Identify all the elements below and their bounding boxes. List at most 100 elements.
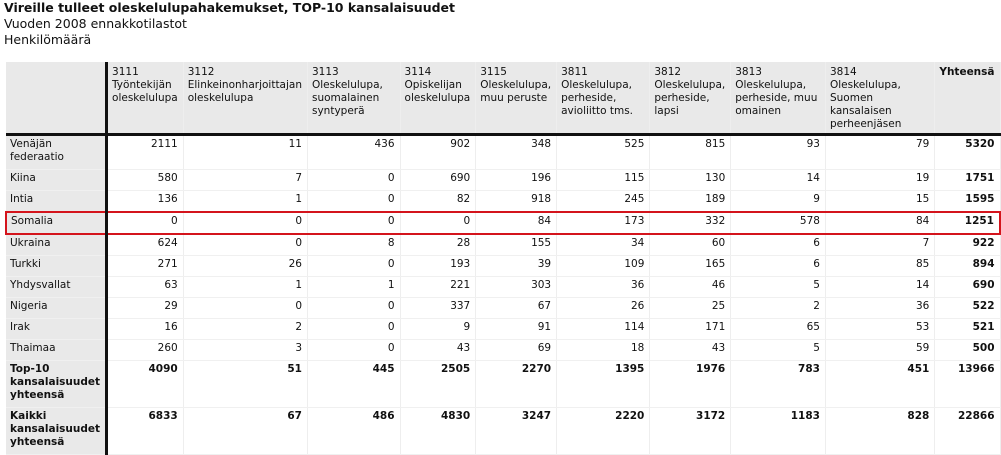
- value-cell: 28: [400, 234, 477, 256]
- corner-cell: [6, 62, 109, 136]
- value-cell: 6833: [106, 407, 184, 455]
- value-cell: 337: [400, 297, 477, 319]
- row-total-cell: 5320: [934, 134, 1001, 170]
- value-cell: 115: [556, 169, 651, 191]
- table-row: Venäjän federaatio 2111 11 436 902 348 525 815 9…: [6, 134, 1001, 170]
- value-cell: 525: [556, 134, 651, 170]
- value-cell: 0: [307, 255, 401, 277]
- column-header: 3811 Oleskelulupa, perheside, avioliitto…: [556, 62, 651, 136]
- row-total-cell: 894: [934, 255, 1001, 277]
- row-total-cell: 521: [934, 318, 1001, 340]
- value-cell: 9: [400, 318, 477, 340]
- row-label: Yhdysvallat: [6, 276, 109, 298]
- row-total-cell: 1595: [934, 190, 1001, 213]
- value-cell: 51: [183, 360, 309, 408]
- value-cell: 245: [556, 190, 651, 213]
- value-cell: 1: [307, 276, 401, 298]
- table-row: Intia 136 1 0 82 918 245 189 9 15 1595: [6, 190, 1001, 213]
- row-total-cell: 922: [934, 234, 1001, 256]
- value-cell: 332: [649, 211, 732, 235]
- value-cell: 348: [475, 134, 558, 170]
- value-cell: 2270: [475, 360, 558, 408]
- row-total-cell: 500: [934, 339, 1001, 361]
- value-cell: 0: [106, 211, 184, 235]
- row-total-cell: 690: [934, 276, 1001, 298]
- value-cell: 36: [556, 276, 651, 298]
- value-cell: 0: [183, 211, 309, 235]
- value-cell: 15: [825, 190, 936, 213]
- value-cell: 690: [400, 169, 477, 191]
- value-cell: 0: [183, 297, 309, 319]
- value-cell: 7: [183, 169, 309, 191]
- value-cell: 84: [475, 211, 558, 235]
- column-header: Yhteensä: [934, 62, 1001, 136]
- row-label: Turkki: [6, 255, 109, 277]
- row-total-cell: 1251: [934, 211, 1001, 235]
- value-cell: 59: [825, 339, 936, 361]
- row-total-cell: 1751: [934, 169, 1001, 191]
- table-row: Nigeria 29 0 0 337 67 26 25 2 36 522: [6, 297, 1001, 319]
- total-row: Kaikki kansalaisuudet yhteensä 6833 67 486 4…: [6, 407, 1001, 455]
- value-cell: 6: [730, 234, 826, 256]
- value-cell: 902: [400, 134, 477, 170]
- value-cell: 260: [106, 339, 184, 361]
- column-header: 3115 Oleskelulupa, muu peruste: [475, 62, 558, 136]
- value-cell: 2220: [556, 407, 651, 455]
- table-row: Ukraina 624 0 8 28 155 34 60 6 7 922: [6, 234, 1001, 256]
- value-cell: 918: [475, 190, 558, 213]
- value-cell: 171: [649, 318, 732, 340]
- value-cell: 114: [556, 318, 651, 340]
- value-cell: 0: [307, 318, 401, 340]
- value-cell: 19: [825, 169, 936, 191]
- value-cell: 109: [556, 255, 651, 277]
- row-label: Somalia: [5, 211, 109, 235]
- value-cell: 67: [183, 407, 309, 455]
- table-body: Venäjän federaatio 2111 11 436 902 348 525 815 9…: [5, 134, 1001, 455]
- table-row-highlighted: Somalia 0 0 0 0 84 173 332 578 84 1251: [5, 211, 1001, 235]
- value-cell: 91: [475, 318, 558, 340]
- value-cell: 2: [183, 318, 309, 340]
- value-cell: 5: [730, 276, 826, 298]
- value-cell: 815: [649, 134, 732, 170]
- value-cell: 828: [825, 407, 936, 455]
- value-cell: 85: [825, 255, 936, 277]
- value-cell: 221: [400, 276, 477, 298]
- value-cell: 578: [730, 211, 826, 235]
- value-cell: 26: [556, 297, 651, 319]
- row-label: Venäjän federaatio: [6, 134, 109, 170]
- total-row: Top-10 kansalaisuudet yhteensä 4090 51 445 2…: [6, 360, 1001, 408]
- value-cell: 173: [556, 211, 651, 235]
- value-cell: 69: [475, 339, 558, 361]
- value-cell: 783: [730, 360, 826, 408]
- value-cell: 189: [649, 190, 732, 213]
- value-cell: 136: [106, 190, 184, 213]
- row-total-cell: 22866: [934, 407, 1001, 455]
- column-header: 3114 Opiskelijan oleskelulupa: [400, 62, 477, 136]
- value-cell: 624: [106, 234, 184, 256]
- value-cell: 451: [825, 360, 936, 408]
- column-header: 3113 Oleskelulupa, suomalainen syntyperä: [307, 62, 401, 136]
- table-row: Thaimaa 260 3 0 43 69 18 43 5 59 500: [6, 339, 1001, 361]
- value-cell: 34: [556, 234, 651, 256]
- value-cell: 580: [106, 169, 184, 191]
- value-cell: 6: [730, 255, 826, 277]
- value-cell: 14: [825, 276, 936, 298]
- value-cell: 3: [183, 339, 309, 361]
- value-cell: 0: [307, 339, 401, 361]
- value-cell: 67: [475, 297, 558, 319]
- value-cell: 4830: [400, 407, 477, 455]
- column-header: 3812 Oleskelulupa, perheside, lapsi: [649, 62, 732, 136]
- value-cell: 8: [307, 234, 401, 256]
- value-cell: 0: [307, 169, 401, 191]
- report-header: Vireille tulleet oleskelulupahakemukset,…: [4, 0, 455, 48]
- statistics-table: 3111 Työntekijän oleskelulupa 3112 Elinke…: [5, 62, 1001, 455]
- value-cell: 1183: [730, 407, 826, 455]
- value-cell: 65: [730, 318, 826, 340]
- value-cell: 0: [183, 234, 309, 256]
- value-cell: 7: [825, 234, 936, 256]
- value-cell: 155: [475, 234, 558, 256]
- value-cell: 63: [106, 276, 184, 298]
- row-total-cell: 522: [934, 297, 1001, 319]
- report-unit: Henkilömäärä: [4, 32, 92, 47]
- value-cell: 2505: [400, 360, 477, 408]
